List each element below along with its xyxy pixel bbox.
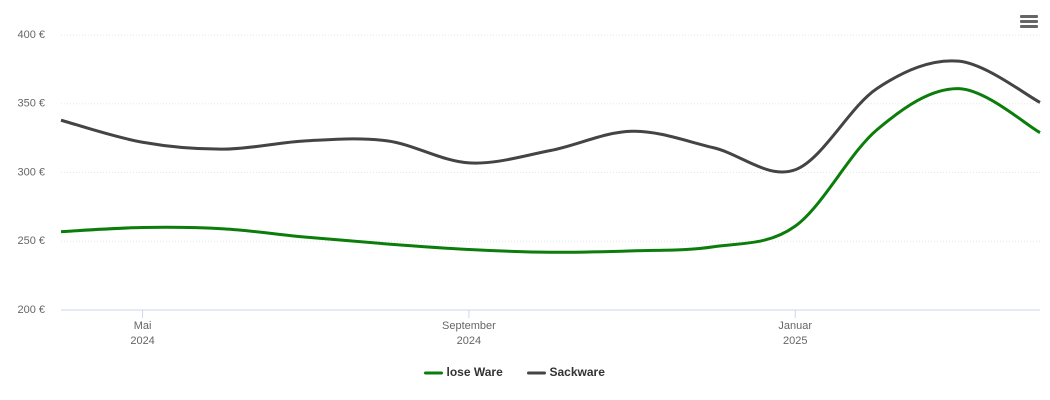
y-tick-label: 250 € [17,235,45,247]
x-tick-label: Januar [778,320,812,332]
x-tick-label: 2024 [130,335,154,347]
menu-bar [1020,20,1038,23]
x-tick-label: 2025 [783,335,807,347]
legend-item[interactable]: lose Ware [424,365,504,379]
x-tick-label: Mai [134,320,152,332]
legend-label: Sackware [550,365,606,379]
menu-button[interactable] [1020,15,1038,28]
x-tick-label: 2024 [457,335,481,347]
x-tick-label: September [442,320,496,332]
y-tick-label: 400 € [17,29,45,41]
legend-item[interactable]: Sackware [527,365,606,379]
series-line [60,87,1041,254]
y-tick-label: 350 € [17,98,45,110]
menu-bar [1020,15,1038,18]
y-tick-label: 300 € [17,166,45,178]
legend-label: lose Ware [447,365,504,379]
y-tick-label: 200 € [17,304,45,316]
series-line [60,59,1041,174]
menu-bar [1020,25,1038,28]
